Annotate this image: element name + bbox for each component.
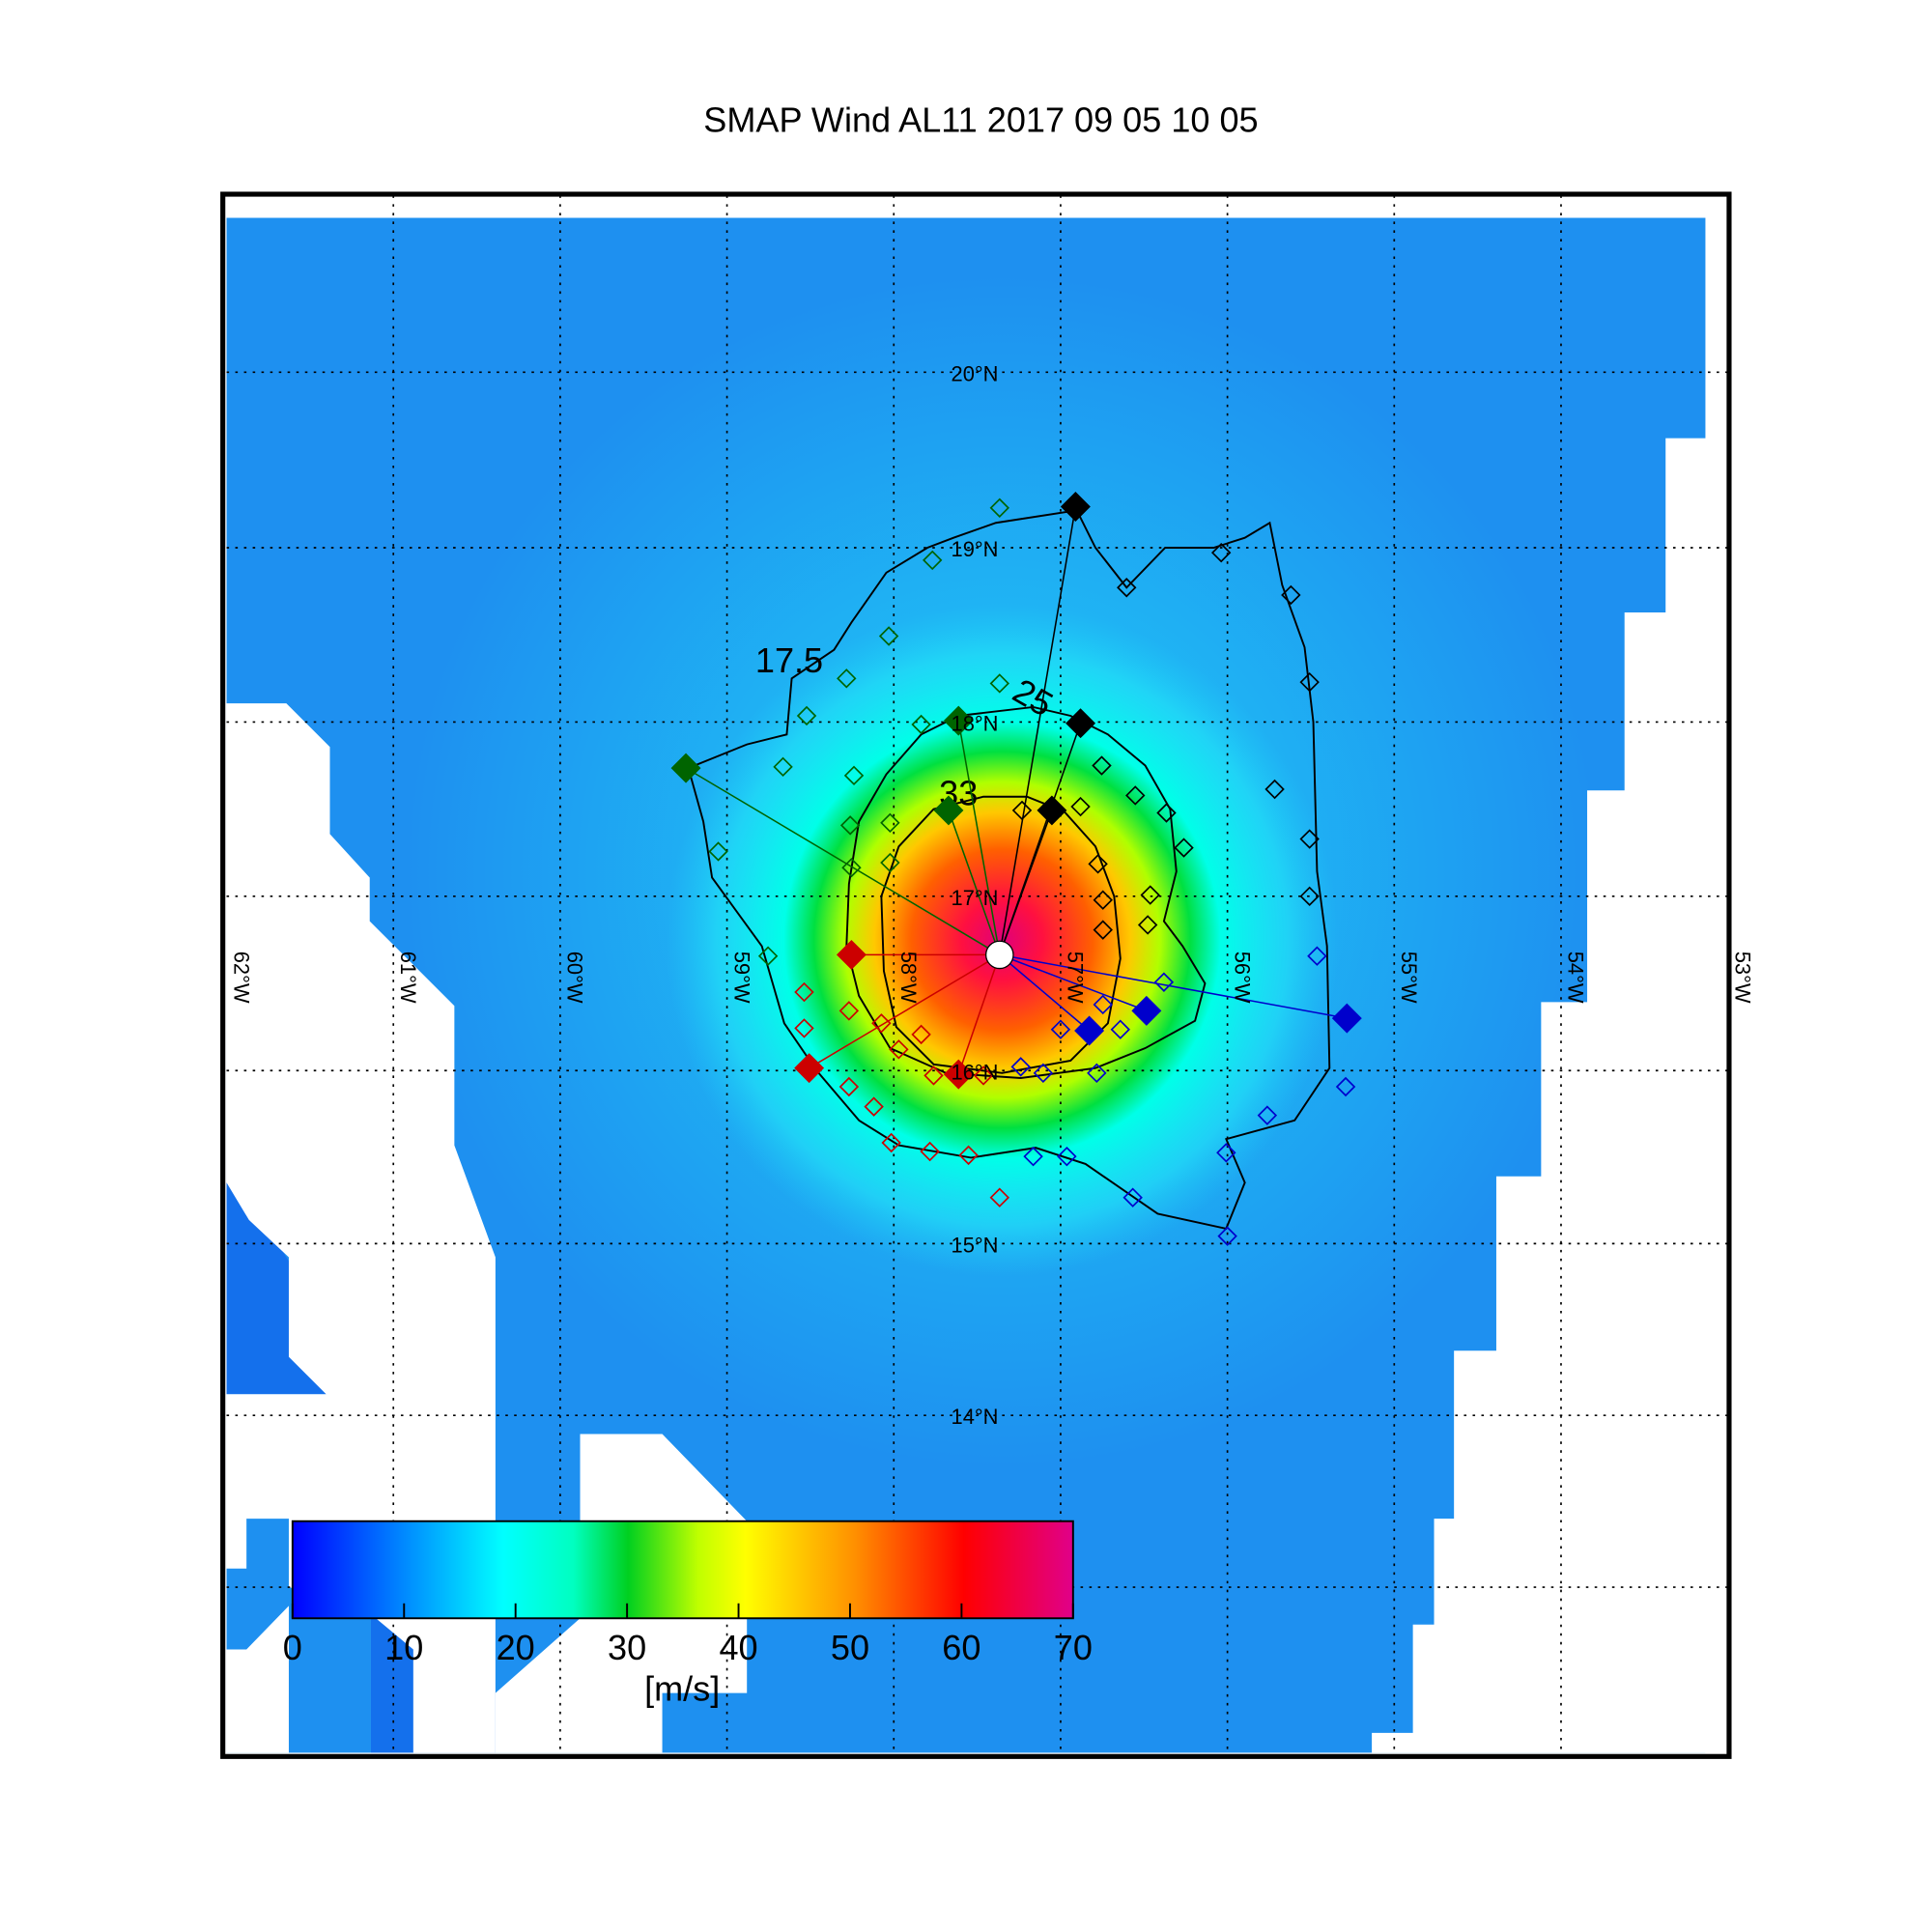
lat-label: 15°N bbox=[952, 1233, 999, 1257]
lat-label: 19°N bbox=[952, 537, 999, 561]
lat-label: 18°N bbox=[952, 711, 999, 735]
lon-label: 59°W bbox=[729, 952, 753, 1004]
wind-radii bbox=[670, 492, 1362, 1246]
lat-label: 16°N bbox=[952, 1060, 999, 1084]
lon-label: 61°W bbox=[396, 952, 420, 1004]
colorbar-tick-label: 10 bbox=[384, 1628, 423, 1667]
colorbar-tick-label: 70 bbox=[1054, 1628, 1093, 1667]
lon-label: 62°W bbox=[229, 952, 253, 1004]
storm-center bbox=[984, 940, 1014, 970]
colorbar: [m/s] 0 10 20 30 40 50 60 70 bbox=[283, 1520, 1093, 1708]
lat-label: 14°N bbox=[952, 1405, 999, 1429]
lon-label: 60°W bbox=[563, 952, 587, 1004]
no-data bbox=[226, 703, 496, 1753]
lon-label: 54°W bbox=[1564, 952, 1588, 1004]
lon-labels: 62°W 61°W 60°W 59°W 58°W 57°W 56°W 55°W … bbox=[229, 952, 1754, 1004]
colorbar-tick-label: 50 bbox=[831, 1628, 869, 1667]
lon-label: 55°W bbox=[1397, 952, 1421, 1004]
lat-labels: 20°N 19°N 18°N 17°N 16°N 15°N 14°N bbox=[952, 361, 999, 1429]
lat-label: 20°N bbox=[952, 361, 999, 385]
colorbar-unit: [m/s] bbox=[644, 1668, 720, 1708]
colorbar-tick-label: 20 bbox=[497, 1628, 535, 1667]
no-data bbox=[226, 1605, 289, 1753]
colorbar-tick-label: 0 bbox=[283, 1628, 302, 1667]
colorbar-tick-label: 40 bbox=[719, 1628, 757, 1667]
map-frame bbox=[220, 191, 1732, 1759]
contour-label: 17.5 bbox=[755, 640, 823, 680]
contour-25 bbox=[845, 705, 1207, 1079]
contour-17-5 bbox=[687, 509, 1331, 1231]
lat-label: 17°N bbox=[952, 886, 999, 910]
title: SMAP Wind AL11 2017 09 05 10 05 bbox=[703, 100, 1258, 140]
lon-label: 56°W bbox=[1230, 952, 1254, 1004]
lon-label: 58°W bbox=[896, 952, 921, 1004]
colorbar-tick-label: 30 bbox=[608, 1628, 646, 1667]
lon-label: 53°W bbox=[1730, 952, 1754, 1004]
colorbar-scale bbox=[291, 1520, 1074, 1620]
colorbar-tick-label: 60 bbox=[942, 1628, 980, 1667]
graticule bbox=[226, 195, 1728, 1756]
no-data bbox=[1372, 217, 1731, 1753]
lon-label: 57°W bbox=[1064, 952, 1088, 1004]
